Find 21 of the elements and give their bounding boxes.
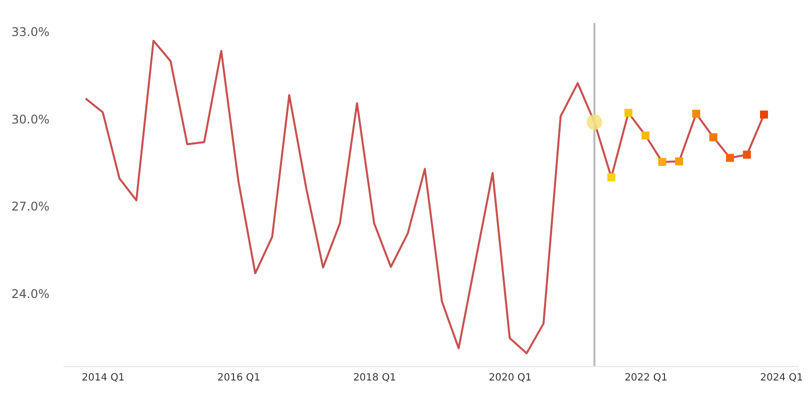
point [709,133,718,142]
x-tick-label: 2024 Q1 [760,372,804,384]
y-tick-label: 27.0% [11,200,50,214]
point [658,158,666,166]
x-tick-label: 2020 Q1 [488,372,532,384]
point [642,131,650,140]
x-tick-label: 2014 Q1 [82,372,125,384]
x-tick-label: 2022 Q1 [624,372,668,384]
point [742,150,751,159]
x-tick-label: 2016 Q1 [217,372,260,384]
y-tick-label: 24.0% [11,286,50,301]
point [624,108,632,117]
point [726,154,734,162]
point [607,173,616,182]
y-tick-label: 30.0% [11,112,50,126]
y-tick-label: 33.0% [11,25,50,40]
point [692,110,700,118]
point [760,110,768,119]
point [675,157,684,166]
x-tick-label: 2018 Q1 [353,372,396,384]
point [586,114,602,130]
